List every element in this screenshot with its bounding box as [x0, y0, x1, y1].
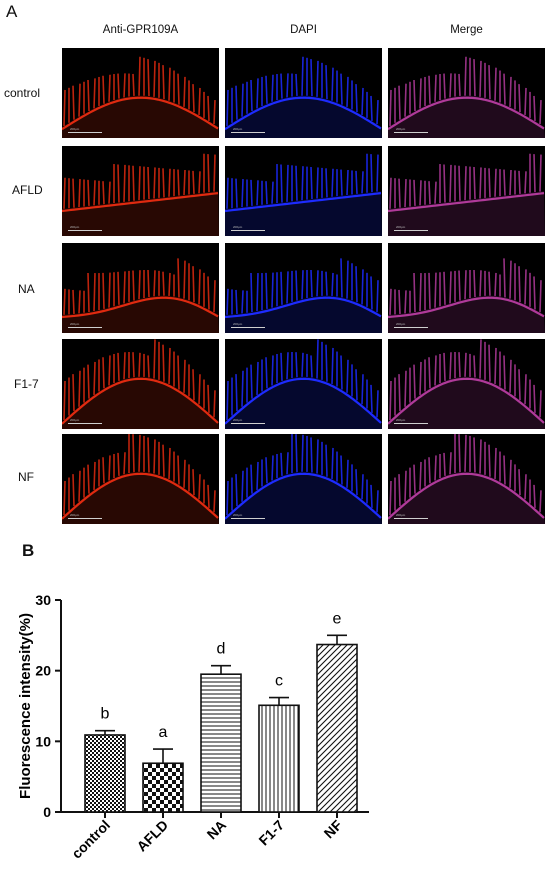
scale-bar-label: 200μm	[396, 127, 406, 131]
micrograph-na-merge: 200μm	[388, 243, 545, 333]
micrograph-control-gpr109a: 200μm	[62, 48, 219, 138]
bar-f1-7	[258, 704, 300, 813]
x-tick-label-f1-7: F1-7	[255, 817, 287, 849]
micrograph-nf-gpr109a: 200μm	[62, 434, 219, 524]
y-tick-label: 20	[35, 663, 51, 679]
scale-bar-label: 200μm	[233, 127, 243, 131]
significance-letter-afld: a	[159, 724, 168, 741]
scale-bar	[231, 230, 265, 231]
micrograph-f1-7-dapi: 200μm	[225, 339, 382, 429]
y-tick-label: 30	[35, 592, 51, 608]
micrograph-nf-merge: 200μm	[388, 434, 545, 524]
micrograph-image	[225, 434, 382, 524]
significance-letter-f1-7: c	[275, 673, 283, 690]
scale-bar	[68, 327, 102, 328]
micrograph-image	[388, 153, 545, 236]
scale-bar-label: 200μm	[70, 322, 80, 326]
row-label-na: NA	[18, 282, 35, 296]
scale-bar	[68, 423, 102, 424]
micrograph-na-dapi: 200μm	[225, 243, 382, 333]
scale-bar-label: 200μm	[396, 322, 406, 326]
micrograph-afld-gpr109a: 200μm	[62, 146, 219, 236]
micrograph-control-dapi: 200μm	[225, 48, 382, 138]
micrograph-image	[225, 339, 382, 429]
micrograph-image	[388, 258, 545, 333]
micrograph-image	[62, 339, 219, 429]
scale-bar	[68, 230, 102, 231]
scale-bar-label: 200μm	[396, 513, 406, 517]
bar-na	[200, 673, 242, 813]
micrograph-afld-merge: 200μm	[388, 146, 545, 236]
micrograph-image	[62, 258, 219, 333]
scale-bar	[231, 518, 265, 519]
row-label-afld: AFLD	[12, 183, 43, 197]
scale-bar-label: 200μm	[396, 225, 406, 229]
scale-bar-label: 200μm	[70, 513, 80, 517]
significance-letter-control: b	[101, 706, 110, 723]
scale-bar	[231, 132, 265, 133]
significance-letter-nf: e	[333, 610, 342, 627]
scale-bar	[68, 132, 102, 133]
bar-control	[84, 734, 126, 813]
scale-bar-label: 200μm	[70, 418, 80, 422]
y-tick-label: 0	[43, 804, 51, 820]
row-label-control: control	[4, 86, 41, 100]
micrograph-f1-7-gpr109a: 200μm	[62, 339, 219, 429]
scale-bar	[231, 423, 265, 424]
x-tick-label-control: control	[68, 817, 113, 862]
micrograph-f1-7-merge: 200μm	[388, 339, 545, 429]
micrograph-na-gpr109a: 200μm	[62, 243, 219, 333]
micrograph-image	[225, 258, 382, 333]
scale-bar-label: 200μm	[233, 322, 243, 326]
column-header-gpr109a: Anti-GPR109A	[102, 24, 179, 36]
scale-bar	[394, 327, 428, 328]
bar-nf	[316, 643, 358, 813]
bar-afld	[142, 762, 184, 813]
scale-bar	[394, 230, 428, 231]
row-label-nf: NF	[18, 470, 34, 484]
micrograph-image	[388, 56, 545, 138]
micrograph-image	[388, 434, 545, 524]
x-tick-label-na: NA	[203, 817, 229, 843]
scale-bar	[394, 132, 428, 133]
micrograph-image	[62, 434, 219, 524]
column-header-dapi: DAPI	[290, 24, 317, 36]
scale-bar-label: 200μm	[70, 225, 80, 229]
micrograph-image	[225, 56, 382, 138]
significance-letter-na: d	[217, 641, 226, 658]
column-header-merge: Merge	[450, 24, 483, 36]
panel-b-label: B	[22, 541, 35, 560]
scale-bar-label: 200μm	[233, 418, 243, 422]
micrograph-image	[225, 153, 382, 236]
micrograph-nf-dapi: 200μm	[225, 434, 382, 524]
scale-bar-label: 200μm	[396, 418, 406, 422]
row-label-f1-7: F1-7	[14, 377, 39, 391]
micrograph-image	[62, 153, 219, 236]
scale-bar-label: 200μm	[233, 513, 243, 517]
scale-bar	[68, 518, 102, 519]
x-tick-label-nf: NF	[321, 816, 346, 841]
x-tick-label-afld: AFLD	[133, 817, 171, 855]
scale-bar	[394, 423, 428, 424]
scale-bar-label: 200μm	[70, 127, 80, 131]
y-axis-label: Fluorescence intensity(%)	[17, 613, 34, 799]
scale-bar-label: 200μm	[233, 225, 243, 229]
scale-bar	[231, 327, 265, 328]
micrograph-afld-dapi: 200μm	[225, 146, 382, 236]
micrograph-image	[388, 339, 545, 429]
scale-bar	[394, 518, 428, 519]
y-tick-label: 10	[35, 733, 51, 749]
panel-a-label: A	[6, 2, 18, 21]
micrograph-image	[62, 56, 219, 138]
micrograph-control-merge: 200μm	[388, 48, 545, 138]
